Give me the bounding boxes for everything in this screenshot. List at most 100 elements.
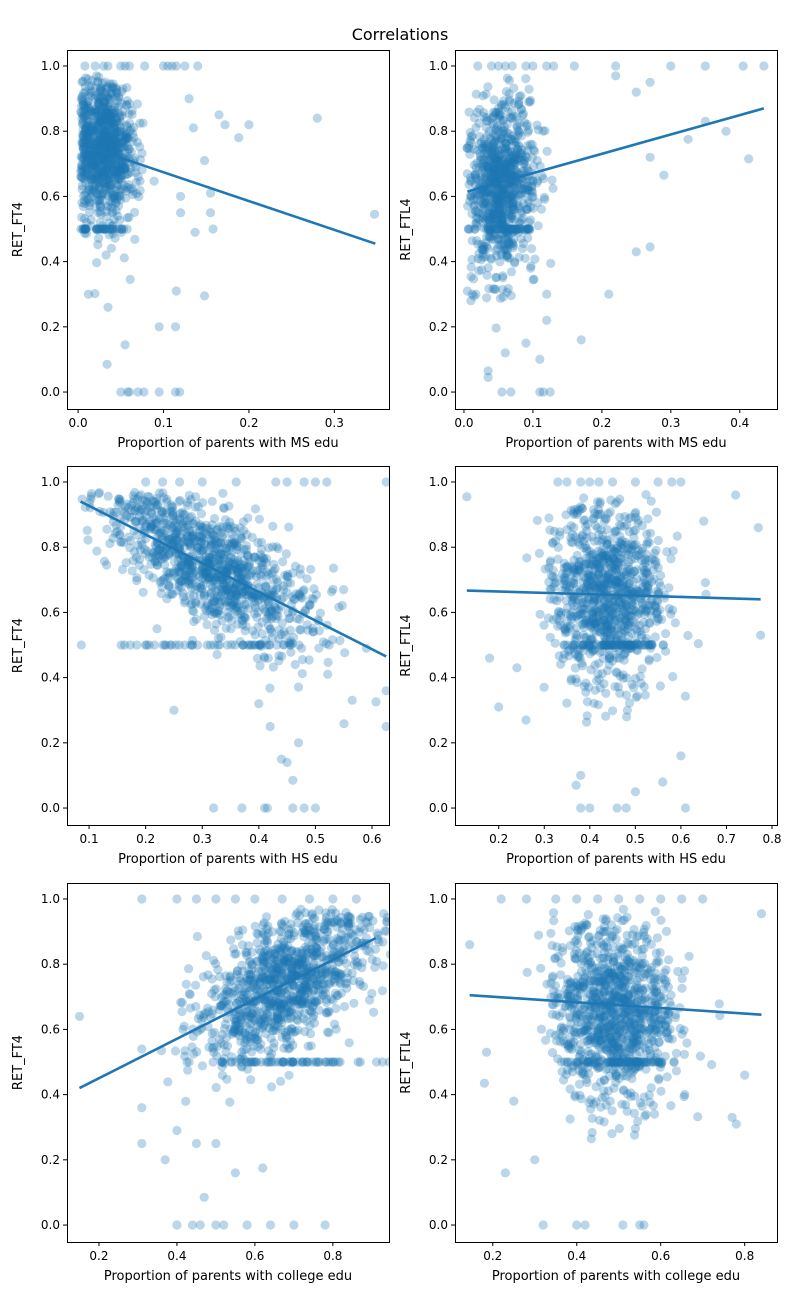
data-point [82, 110, 92, 120]
data-point [104, 171, 114, 181]
data-point [509, 224, 520, 234]
data-point [103, 201, 113, 211]
data-point [109, 214, 119, 224]
data-point [180, 534, 190, 545]
data-point [486, 213, 496, 223]
data-point [268, 969, 279, 979]
data-point [232, 590, 242, 600]
data-point [85, 106, 95, 116]
data-point [125, 536, 135, 546]
data-point [580, 541, 591, 551]
data-point [105, 224, 115, 234]
data-point [109, 193, 119, 203]
data-point [248, 982, 258, 992]
data-point [172, 522, 182, 532]
data-point [520, 156, 530, 166]
data-point [240, 612, 250, 622]
data-point [159, 518, 169, 528]
data-point [194, 571, 204, 582]
data-point [151, 518, 161, 528]
data-point [302, 948, 312, 959]
data-point [317, 974, 327, 985]
data-point [328, 584, 338, 595]
data-point [105, 79, 115, 89]
data-point [102, 92, 112, 102]
data-point [616, 571, 626, 582]
data-point [294, 590, 304, 600]
data-point [587, 579, 597, 589]
data-point [612, 543, 622, 554]
data-point [299, 963, 309, 973]
data-point [569, 567, 579, 577]
data-point [199, 539, 209, 549]
data-point [466, 191, 476, 201]
data-point [102, 121, 112, 131]
data-point [578, 640, 588, 650]
data-point [608, 597, 618, 607]
data-point [495, 224, 505, 234]
data-point [515, 190, 525, 200]
data-point [513, 144, 523, 155]
data-point [623, 562, 634, 572]
data-point [292, 960, 302, 970]
data-point [114, 126, 125, 136]
data-point [111, 185, 121, 195]
data-point [230, 560, 240, 570]
data-point [131, 168, 141, 178]
data-point [280, 630, 290, 640]
data-point [107, 141, 117, 151]
data-point [257, 560, 267, 571]
data-point [629, 566, 640, 577]
data-point [241, 621, 251, 631]
data-point [168, 510, 178, 521]
data-point [135, 155, 145, 165]
data-point [489, 143, 499, 153]
data-point [270, 564, 280, 574]
data-point [264, 640, 274, 650]
data-point [660, 590, 670, 600]
data-point [307, 1001, 318, 1011]
data-point [80, 224, 90, 234]
data-point [200, 575, 211, 585]
data-point [191, 536, 202, 546]
data-point [607, 566, 617, 576]
data-point [255, 594, 265, 604]
data-point [81, 73, 91, 83]
data-point [601, 621, 612, 631]
data-point [596, 640, 607, 650]
data-point [321, 908, 331, 918]
data-point [573, 652, 583, 663]
data-point [620, 614, 630, 624]
data-point [108, 126, 118, 136]
data-point [572, 584, 582, 594]
data-point [113, 134, 123, 144]
data-point [617, 536, 627, 546]
data-point [513, 125, 523, 136]
data-point [331, 914, 341, 925]
data-point [224, 987, 235, 998]
data-point [484, 168, 494, 178]
data-point [494, 702, 504, 712]
data-point [154, 513, 165, 523]
data-point [263, 921, 273, 931]
data-point [605, 653, 615, 663]
data-point [343, 912, 353, 922]
data-point [572, 568, 582, 578]
data-point [558, 654, 568, 664]
data-point [187, 561, 198, 571]
data-point [120, 163, 131, 173]
data-point [620, 627, 630, 637]
data-point [510, 141, 521, 151]
data-point [257, 602, 267, 612]
data-point [582, 519, 593, 529]
data-point [500, 245, 510, 255]
data-point [99, 101, 110, 111]
data-point [145, 500, 155, 510]
data-point [168, 533, 178, 543]
data-point [196, 537, 206, 547]
data-point [124, 212, 134, 222]
data-point [124, 144, 134, 154]
data-point [157, 531, 167, 541]
data-point [98, 188, 108, 198]
data-point [95, 151, 105, 161]
